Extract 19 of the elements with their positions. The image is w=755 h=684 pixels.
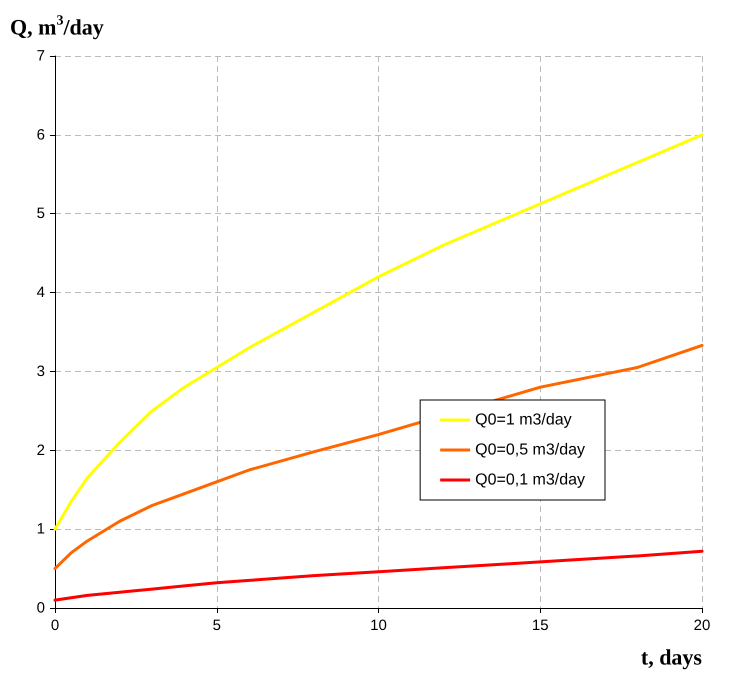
x-tick-label: 0 (50, 617, 60, 634)
x-tick-label: 15 (532, 617, 549, 634)
y-tick-label: 6 (36, 126, 45, 144)
y-tick-label: 1 (36, 520, 45, 538)
legend-label: Q0=1 m3/day (475, 412, 572, 428)
y-tick-label: 3 (36, 362, 45, 380)
x-tick-label: 10 (370, 617, 387, 634)
y-tick-label: 2 (36, 442, 45, 459)
y-tick-label: 5 (36, 205, 45, 222)
x-tick-label: 5 (212, 617, 221, 634)
x-tick-label: 20 (694, 617, 710, 634)
line-series (54, 550, 704, 602)
legend-label: Q0=0,1 m3/day (475, 472, 585, 488)
y-tick-label: 4 (36, 284, 45, 302)
y-tick-label: 0 (36, 600, 45, 616)
y-tick-label: 7 (36, 48, 45, 64)
legend-label: Q0=0,5 m3/day (475, 442, 585, 458)
x-axis-title: t, days (640, 644, 702, 670)
line-series (54, 133, 704, 531)
